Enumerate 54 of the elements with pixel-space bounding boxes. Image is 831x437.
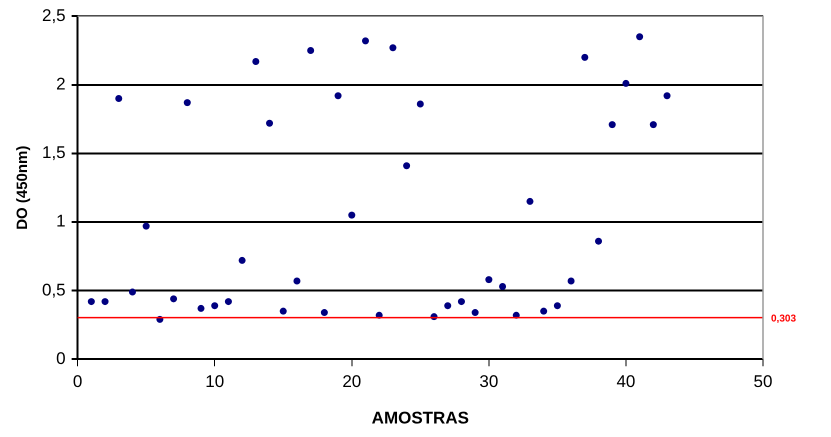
point [458,298,465,306]
point [444,302,452,310]
point [348,212,356,219]
point [664,92,671,100]
y-tick-label: 0,5 [42,280,66,300]
point [115,95,122,102]
point [252,58,260,65]
y-axis-title: DO (450nm) [14,146,32,230]
point [142,222,150,230]
point [280,308,287,315]
point [128,288,136,296]
x-tick-label: 0 [72,372,82,392]
point [224,298,232,306]
point [540,308,548,315]
point [595,238,602,245]
y-tick-label: 0 [56,348,66,368]
point [362,37,369,44]
point [403,162,410,170]
x-tick-label: 20 [342,372,362,392]
x-tick-label: 50 [754,372,772,392]
y-tick-label: 2 [56,74,66,94]
point [608,121,616,128]
y-tick-label: 2,5 [42,6,66,25]
y-tick-label: 1,5 [42,143,66,162]
y-tick-label: 1 [56,212,66,231]
point [499,282,506,290]
point [622,80,630,87]
ref-line-label: 0,303 [771,313,796,324]
point [307,47,314,54]
point [334,92,342,100]
point [650,121,657,128]
point [554,302,561,310]
point [198,304,204,312]
point [293,277,300,284]
point [568,277,575,284]
point [170,295,178,302]
point [266,120,274,127]
point [472,309,479,316]
point [320,309,328,316]
point [636,33,644,40]
point [88,298,95,306]
point [238,256,246,264]
x-tick-label: 30 [479,372,498,392]
point [526,198,534,205]
point [416,100,424,108]
point [389,44,396,52]
x-tick-label: 40 [616,372,636,392]
point [581,54,588,61]
point [485,276,492,284]
x-axis-title: AMOSTRAS [372,408,469,428]
x-tick-label: 10 [205,372,224,392]
point [211,302,218,310]
point [184,99,191,106]
point [102,298,109,306]
